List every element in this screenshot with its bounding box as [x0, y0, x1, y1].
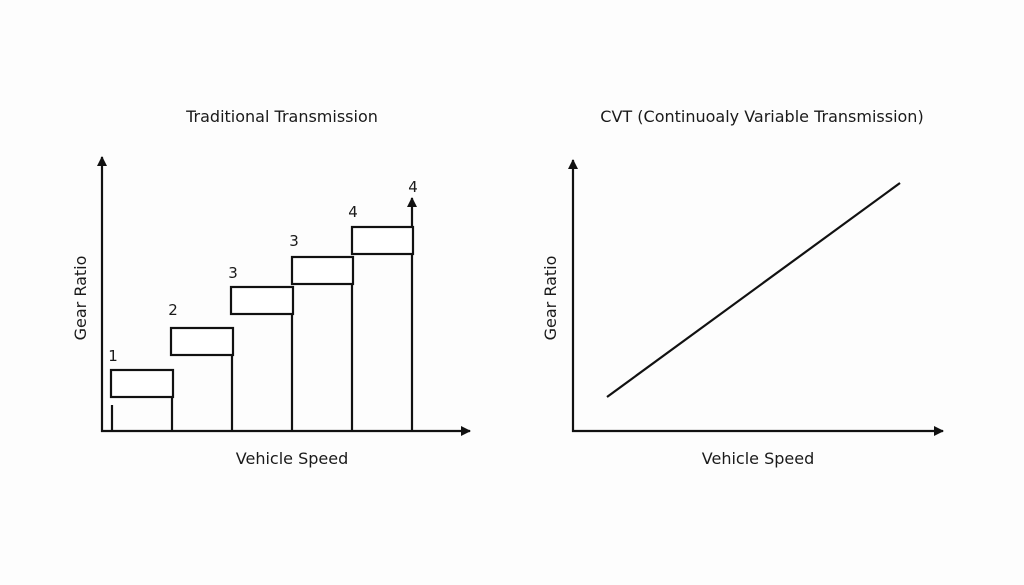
- cvt-panel: CVT (Continuoaly Variable Transmission) …: [541, 107, 944, 468]
- gear-box-4: [290, 255, 355, 286]
- traditional-transmission-panel: Traditional Transmission Vehicle Speed G…: [71, 107, 471, 468]
- right-x-label: Vehicle Speed: [702, 449, 814, 468]
- gear-box-5: [350, 225, 415, 256]
- left-x-label: Vehicle Speed: [236, 449, 348, 468]
- gear-box-2: [169, 326, 235, 357]
- gear-label: 2: [168, 301, 178, 319]
- gear-label: 1: [108, 347, 118, 365]
- gear-label: 3: [289, 232, 299, 250]
- right-title: CVT (Continuoaly Variable Transmission): [600, 107, 923, 126]
- gear-box-1: [109, 368, 175, 399]
- right-y-label: Gear Ratio: [541, 256, 560, 341]
- cvt-ratio-line: [606, 182, 901, 398]
- gear-label: 4: [408, 178, 418, 196]
- gear-label: 3: [228, 264, 238, 282]
- left-y-label: Gear Ratio: [71, 256, 90, 341]
- left-title: Traditional Transmission: [185, 107, 378, 126]
- gear-label: 4: [348, 203, 358, 221]
- gear-box-3: [229, 285, 295, 316]
